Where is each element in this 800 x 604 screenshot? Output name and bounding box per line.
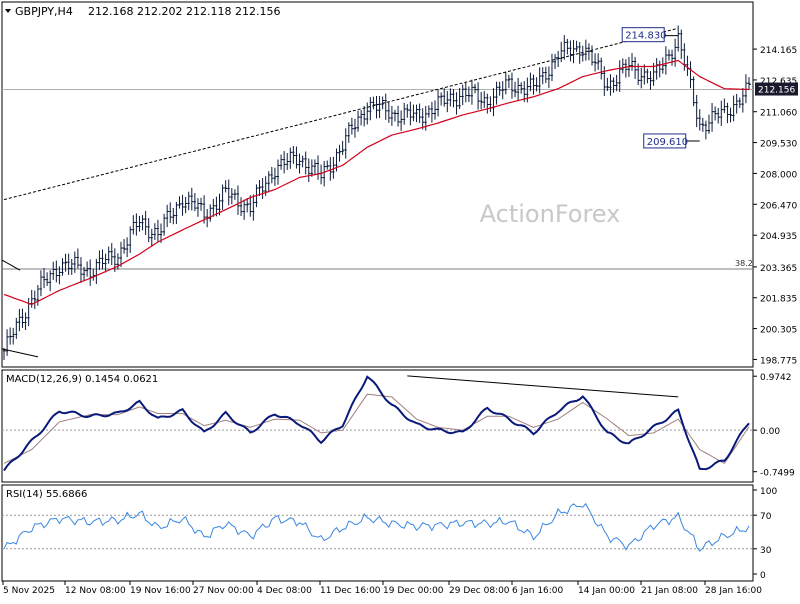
candles	[3, 25, 751, 360]
rsi-tick-label: 0	[760, 571, 766, 581]
price-tick-label: 200.305	[760, 326, 797, 336]
macd-signal-line	[3, 393, 750, 465]
low-label: 209.610	[647, 137, 688, 148]
current-price-box	[755, 82, 798, 96]
time-tick-label: 11 Dec 16:00	[320, 586, 381, 596]
macd-title: MACD(12,26,9) 0.1454 0.0621	[6, 374, 158, 385]
macd-tick-label: 0.9742	[760, 373, 792, 383]
time-tick-label: 19 Dec 00:00	[383, 586, 444, 596]
price-tick-label: 206.470	[760, 201, 797, 211]
high-label-box	[621, 27, 665, 43]
left-fragment-bottom	[1, 348, 39, 358]
time-tick-label: 4 Dec 08:00	[257, 586, 312, 596]
rising-trendline	[3, 27, 679, 201]
time-tick-label: 14 Jan 00:00	[578, 586, 635, 596]
high-label: 214.830	[625, 31, 666, 42]
price-tick-label: 204.935	[760, 232, 797, 242]
time-tick-label: 27 Nov 00:00	[193, 586, 254, 596]
price-pane-frame	[1, 1, 754, 368]
price-tick-label: 214.165	[760, 46, 797, 56]
time-tick-label: 29 Dec 08:00	[449, 586, 510, 596]
macd-divergence-line	[407, 375, 679, 398]
time-tick-label: 28 Jan 16:00	[705, 586, 762, 596]
ohlc-values: 212.168 212.202 212.118 212.156	[88, 5, 280, 18]
price-tick-label: 209.530	[760, 140, 797, 150]
macd-group: 0.9742 0.00 -0.7499	[2, 373, 795, 479]
price-annotations: 214.830 209.610 212.156	[1, 27, 798, 358]
rsi-pane-frame	[1, 484, 754, 582]
time-axis: 5 Nov 2025 12 Nov 08:00 19 Nov 16:00 27 Nov…	[2, 581, 762, 596]
price-tick-label: 201.835	[760, 295, 797, 305]
price-tick-label: 211.060	[760, 109, 797, 119]
time-tick-label: 6 Jan 16:00	[512, 586, 564, 596]
current-price-label: 212.156	[758, 86, 795, 96]
ema-line	[3, 59, 750, 306]
rsi-title: RSI(14) 55.6866	[6, 489, 87, 500]
price-tick-label: 208.000	[760, 170, 797, 180]
macd-tick-label: -0.7499	[760, 469, 795, 479]
price-tick-label: 212.635	[760, 77, 797, 87]
price-axis: 214.165 212.635 211.060 209.530 208.000 206.4…	[753, 46, 797, 366]
rsi-tick-label: 100	[760, 487, 777, 497]
rsi-tick-label: 30	[760, 546, 772, 556]
time-tick-label: 19 Nov 16:00	[130, 586, 191, 596]
time-tick-label: 12 Nov 08:00	[65, 586, 126, 596]
watermark: ActionForex	[480, 200, 621, 228]
time-tick-label: 21 Jan 08:00	[641, 586, 698, 596]
symbol-label: GBPJPY,H4	[15, 5, 73, 18]
left-fragment-top	[1, 259, 21, 271]
fib-38-label: 38.2	[735, 259, 753, 268]
rsi-line	[3, 502, 750, 552]
macd-tick-label: 0.00	[760, 427, 780, 437]
low-label-box	[643, 133, 687, 149]
price-tick-label: 203.365	[760, 264, 797, 274]
price-tick-label: 198.775	[760, 356, 797, 366]
rsi-tick-label: 70	[760, 512, 772, 522]
time-tick-label: 5 Nov 2025	[3, 586, 55, 596]
rsi-group: 100 70 30 0	[2, 487, 777, 581]
macd-main-line	[3, 375, 750, 472]
fib-level: 38.2	[2, 89, 753, 270]
chart-menu-icon[interactable]	[5, 9, 11, 13]
trendline-group	[3, 27, 679, 201]
ema-group	[3, 59, 750, 306]
